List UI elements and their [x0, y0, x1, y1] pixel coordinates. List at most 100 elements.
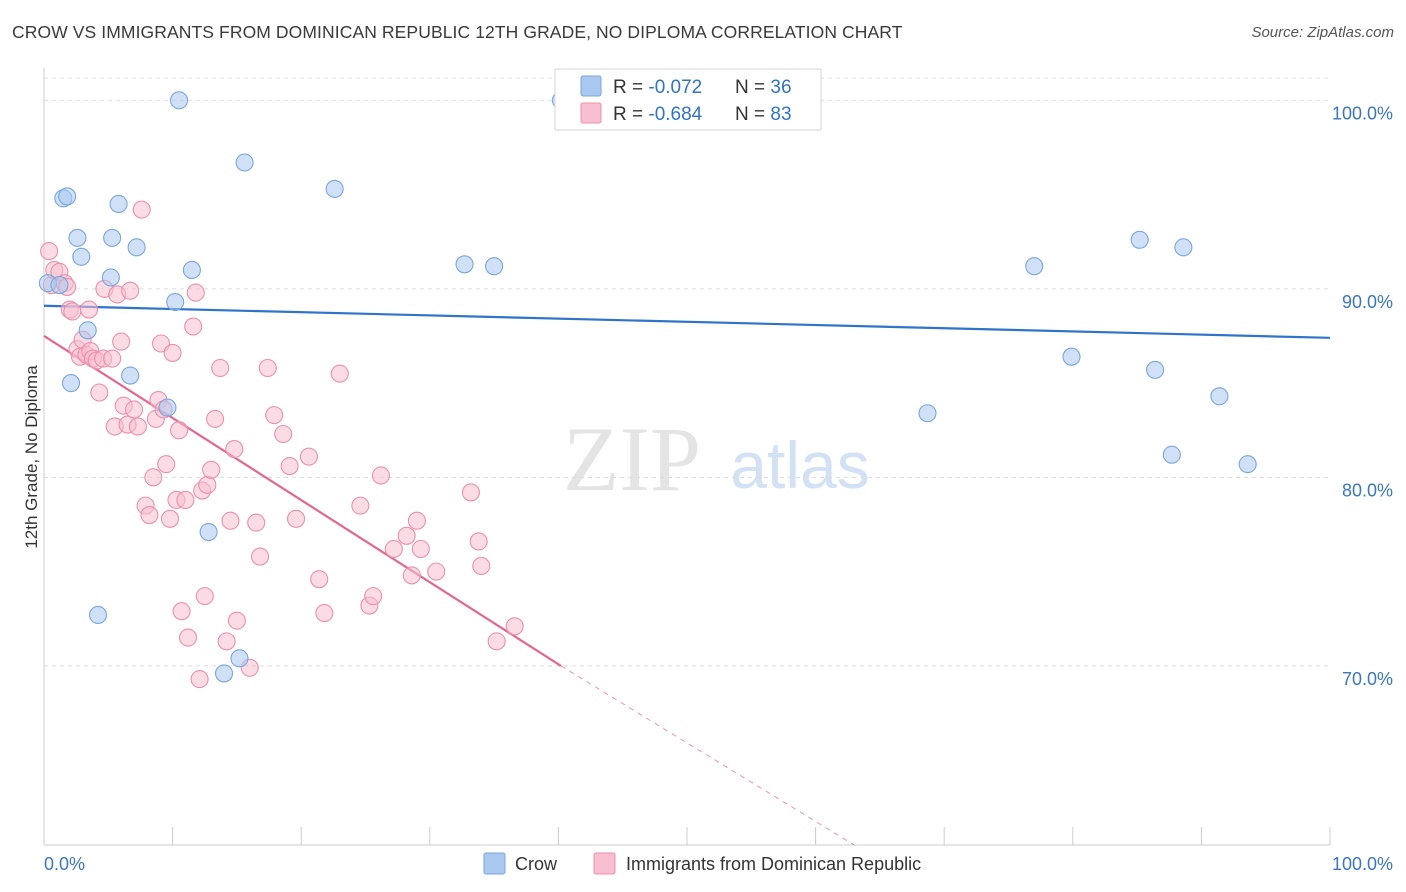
point-dom-78: [427, 562, 446, 581]
point-crow-6: [72, 247, 91, 266]
svg-text:N = 83: N = 83: [735, 104, 792, 125]
point-crow-29: [1062, 347, 1081, 366]
point-dom-48: [195, 587, 214, 606]
point-crow-3: [58, 187, 77, 206]
point-dom-74: [397, 526, 416, 545]
point-crow-22: [325, 179, 344, 198]
x-tick-label-max: 100.0%: [1332, 854, 1393, 874]
point-crow-20: [230, 649, 249, 668]
stats-r-label-crow: R =: [613, 77, 648, 98]
point-dom-52: [211, 358, 230, 378]
stats-swatch-crow: [580, 75, 602, 97]
stats-n-label-dom: N =: [735, 104, 770, 125]
legend-swatch-crow: [483, 852, 506, 875]
point-dom-63: [280, 456, 299, 476]
trend-line-dom: [43, 335, 562, 667]
point-dom-22: [112, 332, 131, 351]
point-dom-31: [144, 468, 163, 487]
point-crow-23: [455, 255, 474, 274]
svg-text:R = -0.072: R = -0.072: [613, 77, 702, 98]
point-crow-17: [182, 260, 201, 280]
stats-r-value-crow: -0.072: [648, 77, 702, 98]
point-crow-7: [78, 321, 97, 340]
stats-swatch-dom: [580, 102, 602, 124]
point-dom-55: [225, 440, 244, 459]
point-crow-13: [127, 238, 146, 257]
point-dom-76: [407, 511, 426, 530]
point-crow-34: [1210, 387, 1229, 406]
point-crow-15: [166, 292, 185, 312]
point-dom-58: [247, 513, 266, 532]
point-dom-67: [315, 604, 334, 623]
point-crow-18: [199, 522, 218, 542]
point-crow-5: [68, 228, 87, 247]
axes: 70.0% 80.0% 90.0% 100.0%: [43, 68, 1393, 846]
point-dom-62: [274, 424, 293, 444]
point-dom-59: [250, 547, 270, 566]
point-dom-7: [63, 302, 82, 321]
point-dom-38: [163, 343, 182, 362]
point-dom-60: [258, 358, 277, 378]
point-dom-71: [364, 587, 383, 606]
watermark-atlas: atlas: [730, 428, 869, 502]
point-crow-14: [158, 398, 177, 417]
point-dom-40: [169, 421, 189, 440]
point-dom-37: [160, 509, 180, 528]
y-tick-label-80: 80.0%: [1342, 480, 1393, 500]
point-dom-16: [90, 383, 109, 402]
point-crow-28: [1025, 257, 1044, 276]
point-dom-83: [505, 617, 524, 636]
point-crow-32: [1162, 445, 1181, 464]
point-crow-31: [1146, 360, 1165, 379]
point-dom-80: [469, 532, 488, 551]
legend-label-dom: Immigrants from Dominican Republic: [626, 854, 921, 874]
point-crow-8: [88, 605, 108, 625]
point-dom-66: [310, 570, 329, 589]
point-dom-0: [40, 242, 59, 261]
point-dom-41: [172, 602, 191, 621]
point-dom-75: [402, 566, 421, 585]
x-tick-label-min: 0.0%: [44, 854, 85, 874]
point-dom-73: [384, 539, 403, 559]
point-dom-61: [265, 406, 284, 425]
point-crow-24: [485, 257, 504, 276]
svg-text:R = -0.684: R = -0.684: [613, 104, 703, 125]
point-dom-50: [202, 460, 221, 479]
point-dom-54: [221, 511, 240, 530]
point-crow-30: [1130, 230, 1149, 249]
point-crow-27: [918, 404, 937, 423]
y-tick-label-90: 90.0%: [1342, 292, 1393, 312]
source-label: Source: ZipAtlas.com: [1251, 24, 1394, 41]
y-axis-label: 12th Grade, No Diploma: [22, 365, 41, 549]
point-dom-53: [217, 632, 236, 651]
point-dom-72: [371, 466, 390, 485]
point-dom-42: [176, 490, 195, 510]
stats-n-value-crow: 36: [770, 77, 791, 98]
point-dom-30: [140, 506, 159, 525]
stats-r-label-dom: R =: [613, 104, 648, 125]
point-dom-64: [287, 509, 306, 528]
data-points: [38, 91, 1257, 689]
point-crow-21: [235, 153, 254, 172]
stats-legend: R = -0.072 N = 36 R = -0.684 N = 83: [554, 68, 822, 131]
point-crow-16: [169, 91, 189, 110]
point-dom-36: [157, 455, 176, 474]
point-crow-12: [121, 366, 140, 385]
stats-n-label-crow: N =: [735, 77, 770, 98]
point-crow-4: [61, 374, 81, 393]
trend-line-crow: [43, 304, 1331, 339]
point-dom-68: [330, 364, 349, 383]
point-dom-49: [198, 475, 217, 494]
point-crow-10: [103, 228, 122, 247]
watermark-zip: ZIP: [563, 408, 701, 510]
stats-n-value-dom: 83: [770, 104, 791, 125]
point-crow-11: [109, 194, 128, 214]
point-crow-35: [1238, 455, 1257, 474]
point-dom-46: [190, 670, 209, 689]
legend-label-crow: Crow: [515, 854, 558, 874]
point-dom-77: [411, 539, 430, 559]
series-legend: Crow Immigrants from Dominican Republic: [483, 852, 921, 875]
point-dom-28: [132, 200, 151, 219]
point-dom-43: [178, 628, 198, 647]
